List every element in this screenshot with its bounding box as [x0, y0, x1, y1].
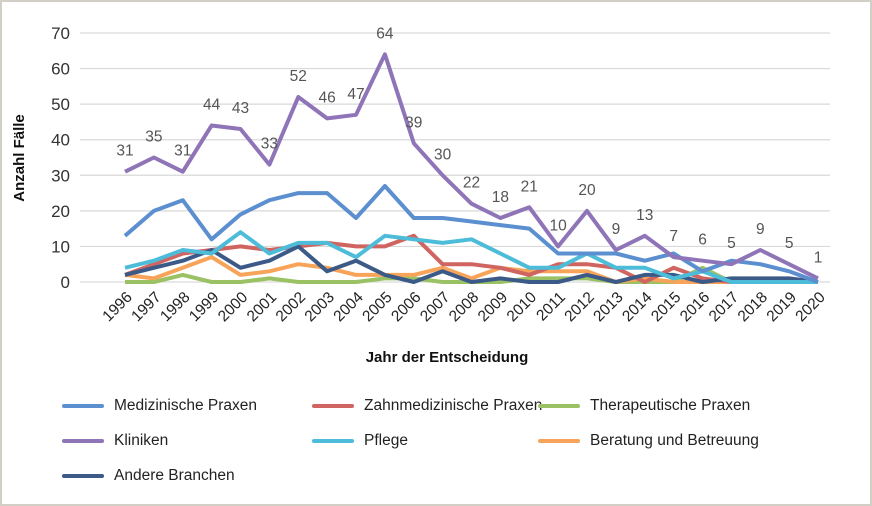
y-tick-label: 60	[51, 60, 70, 79]
x-tick-label: 2011	[533, 289, 569, 325]
x-tick-label: 2012	[561, 289, 597, 325]
y-tick-label: 70	[51, 24, 70, 43]
x-tick-label: 2017	[706, 289, 742, 325]
data-label: 13	[636, 207, 653, 224]
data-label: 22	[463, 175, 480, 192]
data-label: 18	[492, 189, 509, 206]
legend-label: Zahnmedizinische Praxen	[364, 397, 543, 414]
y-tick-label: 30	[51, 166, 70, 185]
y-axis-title: Anzahl Fälle	[11, 114, 28, 202]
legend-item: Pflege	[312, 432, 408, 450]
series-lines	[123, 52, 819, 284]
x-axis-ticks: 1996199719981999200020012002200320042005…	[99, 289, 829, 326]
x-tick-label: 1999	[186, 289, 222, 325]
x-tick-label: 2015	[648, 289, 684, 325]
data-label: 5	[785, 235, 794, 252]
legend-label: Beratung und Betreuung	[590, 432, 759, 449]
y-axis-ticks: 0 10 20 30 40 50 60 70	[51, 24, 70, 292]
data-label: 9	[756, 221, 765, 238]
data-label: 10	[550, 217, 568, 234]
data-label: 44	[203, 96, 221, 113]
legend-swatch	[62, 474, 104, 478]
legend-label: Therapeutische Praxen	[590, 397, 751, 414]
series-line-kliniken	[124, 52, 819, 281]
data-label: 33	[261, 136, 278, 153]
data-label: 64	[376, 25, 394, 42]
data-label: 21	[521, 178, 538, 195]
series-line-pflege	[124, 230, 818, 284]
legend-swatch	[62, 404, 104, 408]
data-label: 52	[290, 68, 307, 85]
data-label: 30	[434, 146, 452, 163]
x-tick-label: 2006	[388, 289, 424, 325]
x-tick-label: 2003	[302, 289, 338, 325]
x-tick-label: 2002	[273, 289, 309, 325]
legend-label: Pflege	[364, 432, 408, 449]
data-label: 20	[578, 182, 596, 199]
x-tick-label: 2005	[359, 289, 395, 325]
data-label: 31	[174, 143, 191, 160]
x-tick-label: 2019	[764, 289, 800, 325]
data-label: 46	[319, 89, 336, 106]
series-line-medizinische-praxen	[123, 184, 819, 284]
legend-swatch	[538, 439, 580, 443]
data-label: 9	[612, 221, 621, 238]
x-tick-label: 1998	[157, 289, 193, 325]
x-tick-label: 2000	[215, 289, 252, 326]
x-tick-label: 2013	[590, 289, 626, 325]
data-label: 1	[814, 249, 823, 266]
y-tick-label: 10	[51, 237, 70, 256]
legend-label: Andere Branchen	[114, 467, 235, 484]
y-tick-label: 20	[51, 202, 70, 221]
x-tick-label: 2016	[677, 289, 713, 325]
x-tick-label: 2001	[244, 289, 280, 325]
series-line-zahnmedizinische-praxen	[124, 233, 818, 284]
data-label: 31	[116, 143, 133, 160]
data-label: 35	[145, 129, 162, 146]
x-tick-label: 2014	[619, 289, 656, 326]
legend-label: Medizinische Praxen	[114, 397, 258, 414]
legend-item: Zahnmedizinische Praxen	[312, 397, 542, 415]
legend-item: Kliniken	[62, 432, 168, 450]
legend-item: Andere Branchen	[62, 467, 235, 485]
legend-item: Medizinische Praxen	[62, 397, 257, 415]
legend-item: Beratung und Betreuung	[538, 432, 759, 450]
y-tick-label: 50	[51, 95, 70, 114]
y-tick-label: 40	[51, 131, 70, 150]
x-tick-label: 2004	[330, 289, 367, 326]
data-label: 6	[698, 232, 707, 249]
data-label: 5	[727, 235, 736, 252]
x-tick-label: 2008	[446, 289, 482, 325]
series-line-andere-branchen	[124, 244, 819, 284]
x-tick-label: 2010	[504, 289, 541, 326]
data-label: 39	[405, 114, 422, 131]
x-axis-title: Jahr der Entscheidung	[366, 349, 529, 366]
legend-swatch	[62, 439, 104, 443]
data-label: 43	[232, 100, 249, 117]
legend-item: Therapeutische Praxen	[538, 397, 750, 415]
data-label: 7	[669, 228, 678, 245]
x-tick-label: 1996	[99, 289, 135, 325]
data-labels: 31 35 31 44 43 33 52 46 47 64 39 30 22 18 21 10 20 9 13 7 6 5…	[116, 25, 822, 266]
y-tick-label: 0	[61, 273, 70, 292]
x-tick-label: 2020	[792, 289, 829, 326]
legend-swatch	[312, 404, 354, 408]
x-tick-label: 2009	[475, 289, 511, 325]
legend-label: Kliniken	[114, 432, 169, 449]
x-tick-label: 2018	[735, 289, 771, 325]
data-label: 47	[347, 86, 364, 103]
legend-swatch	[538, 404, 580, 408]
legend-swatch	[312, 439, 354, 443]
x-tick-label: 1997	[128, 289, 164, 325]
x-tick-label: 2007	[417, 289, 453, 325]
